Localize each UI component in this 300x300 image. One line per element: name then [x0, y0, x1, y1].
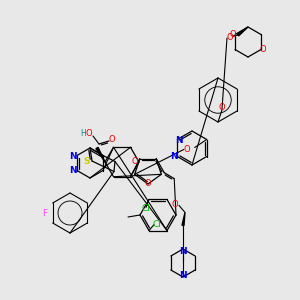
Text: O: O [219, 103, 225, 112]
Text: N: N [179, 271, 187, 280]
Text: N: N [69, 166, 77, 175]
Text: O: O [183, 145, 190, 154]
Polygon shape [96, 147, 105, 162]
Text: Cl: Cl [142, 204, 150, 213]
Text: O: O [227, 32, 233, 41]
Text: S: S [84, 157, 90, 166]
Text: O: O [109, 136, 115, 145]
Text: O: O [145, 178, 151, 188]
Text: O: O [86, 128, 92, 137]
Text: O: O [260, 45, 266, 54]
Polygon shape [182, 212, 185, 226]
Text: Cl: Cl [153, 220, 161, 229]
Text: O: O [172, 200, 178, 209]
Text: N: N [176, 136, 183, 145]
Text: O: O [230, 30, 236, 39]
Text: N: N [170, 152, 178, 161]
Text: O: O [132, 157, 138, 166]
Text: N: N [69, 152, 77, 161]
Text: N: N [179, 247, 187, 256]
Polygon shape [237, 27, 248, 36]
Text: F: F [42, 208, 48, 217]
Text: H: H [80, 128, 86, 137]
